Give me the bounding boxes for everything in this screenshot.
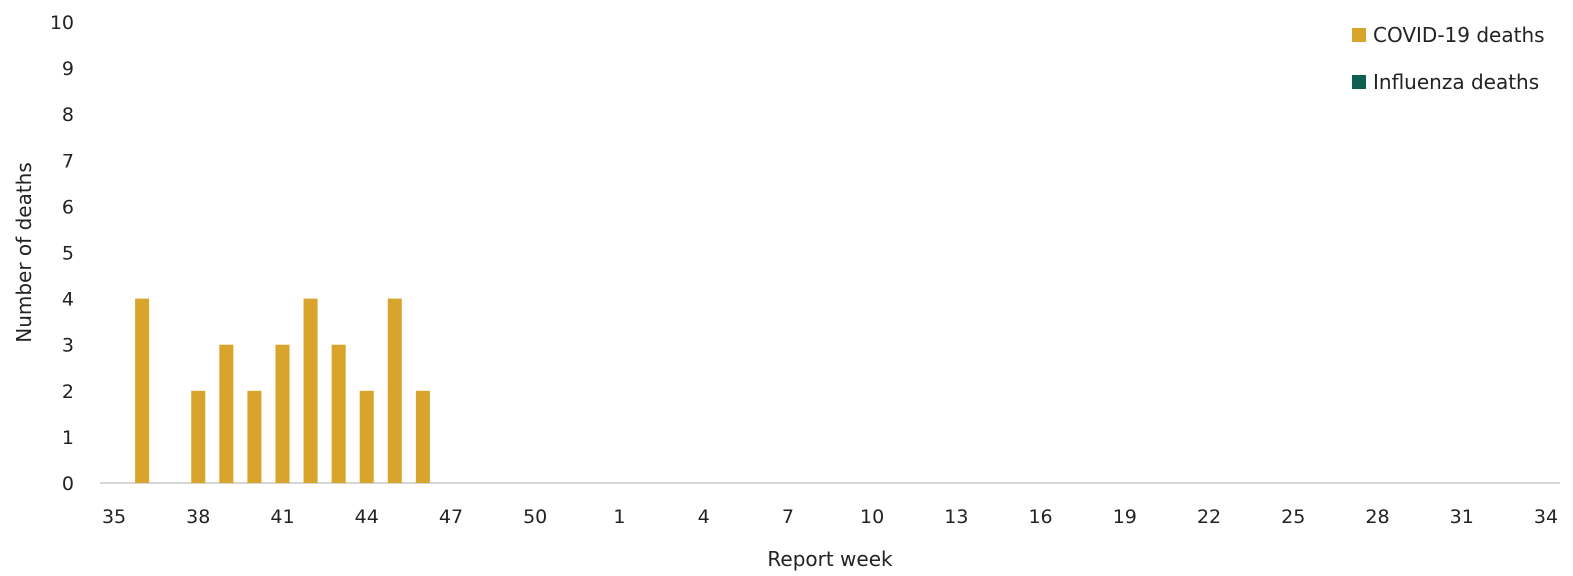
x-tick-label: 4 bbox=[698, 506, 710, 528]
legend-label: Influenza deaths bbox=[1373, 70, 1539, 94]
x-axis-ticks: 35 38 41 44 47 50 1 4 7 10 13 16 19 22 25 28 31 34 bbox=[102, 506, 1558, 528]
bar-covid bbox=[275, 344, 290, 483]
x-tick-label: 28 bbox=[1365, 506, 1389, 528]
y-axis-ticks: 0 1 2 3 4 5 6 7 8 9 10 bbox=[50, 12, 74, 495]
x-tick-label: 38 bbox=[186, 506, 210, 528]
legend-swatch bbox=[1352, 28, 1366, 42]
y-tick-label: 5 bbox=[62, 243, 74, 265]
bar-covid bbox=[247, 390, 262, 483]
x-tick-label: 44 bbox=[355, 506, 379, 528]
x-tick-label: 41 bbox=[270, 506, 294, 528]
y-tick-label: 10 bbox=[50, 12, 74, 34]
bar-covid bbox=[387, 298, 402, 483]
x-tick-label: 47 bbox=[439, 506, 463, 528]
x-tick-label: 1 bbox=[613, 506, 625, 528]
y-tick-label: 6 bbox=[62, 196, 74, 218]
x-tick-label: 10 bbox=[860, 506, 884, 528]
y-tick-label: 1 bbox=[62, 427, 74, 449]
x-tick-label: 35 bbox=[102, 506, 126, 528]
x-tick-label: 19 bbox=[1113, 506, 1137, 528]
y-axis-label: Number of deaths bbox=[12, 162, 36, 343]
bar-covid bbox=[135, 298, 150, 483]
bars bbox=[135, 298, 430, 483]
bar-covid bbox=[415, 390, 430, 483]
legend: COVID-19 deaths Influenza deaths bbox=[1352, 23, 1545, 94]
bar-covid bbox=[303, 298, 318, 483]
y-tick-label: 9 bbox=[62, 58, 74, 80]
x-tick-label: 16 bbox=[1028, 506, 1052, 528]
x-tick-label: 50 bbox=[523, 506, 547, 528]
bar-covid bbox=[219, 344, 234, 483]
x-axis-label: Report week bbox=[767, 547, 893, 571]
y-tick-label: 2 bbox=[62, 381, 74, 403]
y-tick-label: 4 bbox=[62, 289, 74, 311]
x-tick-label: 22 bbox=[1197, 506, 1221, 528]
x-tick-label: 25 bbox=[1281, 506, 1305, 528]
bar-covid bbox=[331, 344, 346, 483]
x-tick-label: 13 bbox=[944, 506, 968, 528]
y-tick-label: 8 bbox=[62, 104, 74, 126]
bar-covid bbox=[359, 390, 374, 483]
bar-covid bbox=[191, 390, 206, 483]
y-tick-label: 3 bbox=[62, 335, 74, 357]
x-tick-label: 34 bbox=[1534, 506, 1558, 528]
y-tick-label: 0 bbox=[62, 473, 74, 495]
x-tick-label: 7 bbox=[782, 506, 794, 528]
y-tick-label: 7 bbox=[62, 150, 74, 172]
legend-swatch bbox=[1352, 75, 1366, 89]
x-tick-label: 31 bbox=[1450, 506, 1474, 528]
legend-label: COVID-19 deaths bbox=[1373, 23, 1545, 47]
